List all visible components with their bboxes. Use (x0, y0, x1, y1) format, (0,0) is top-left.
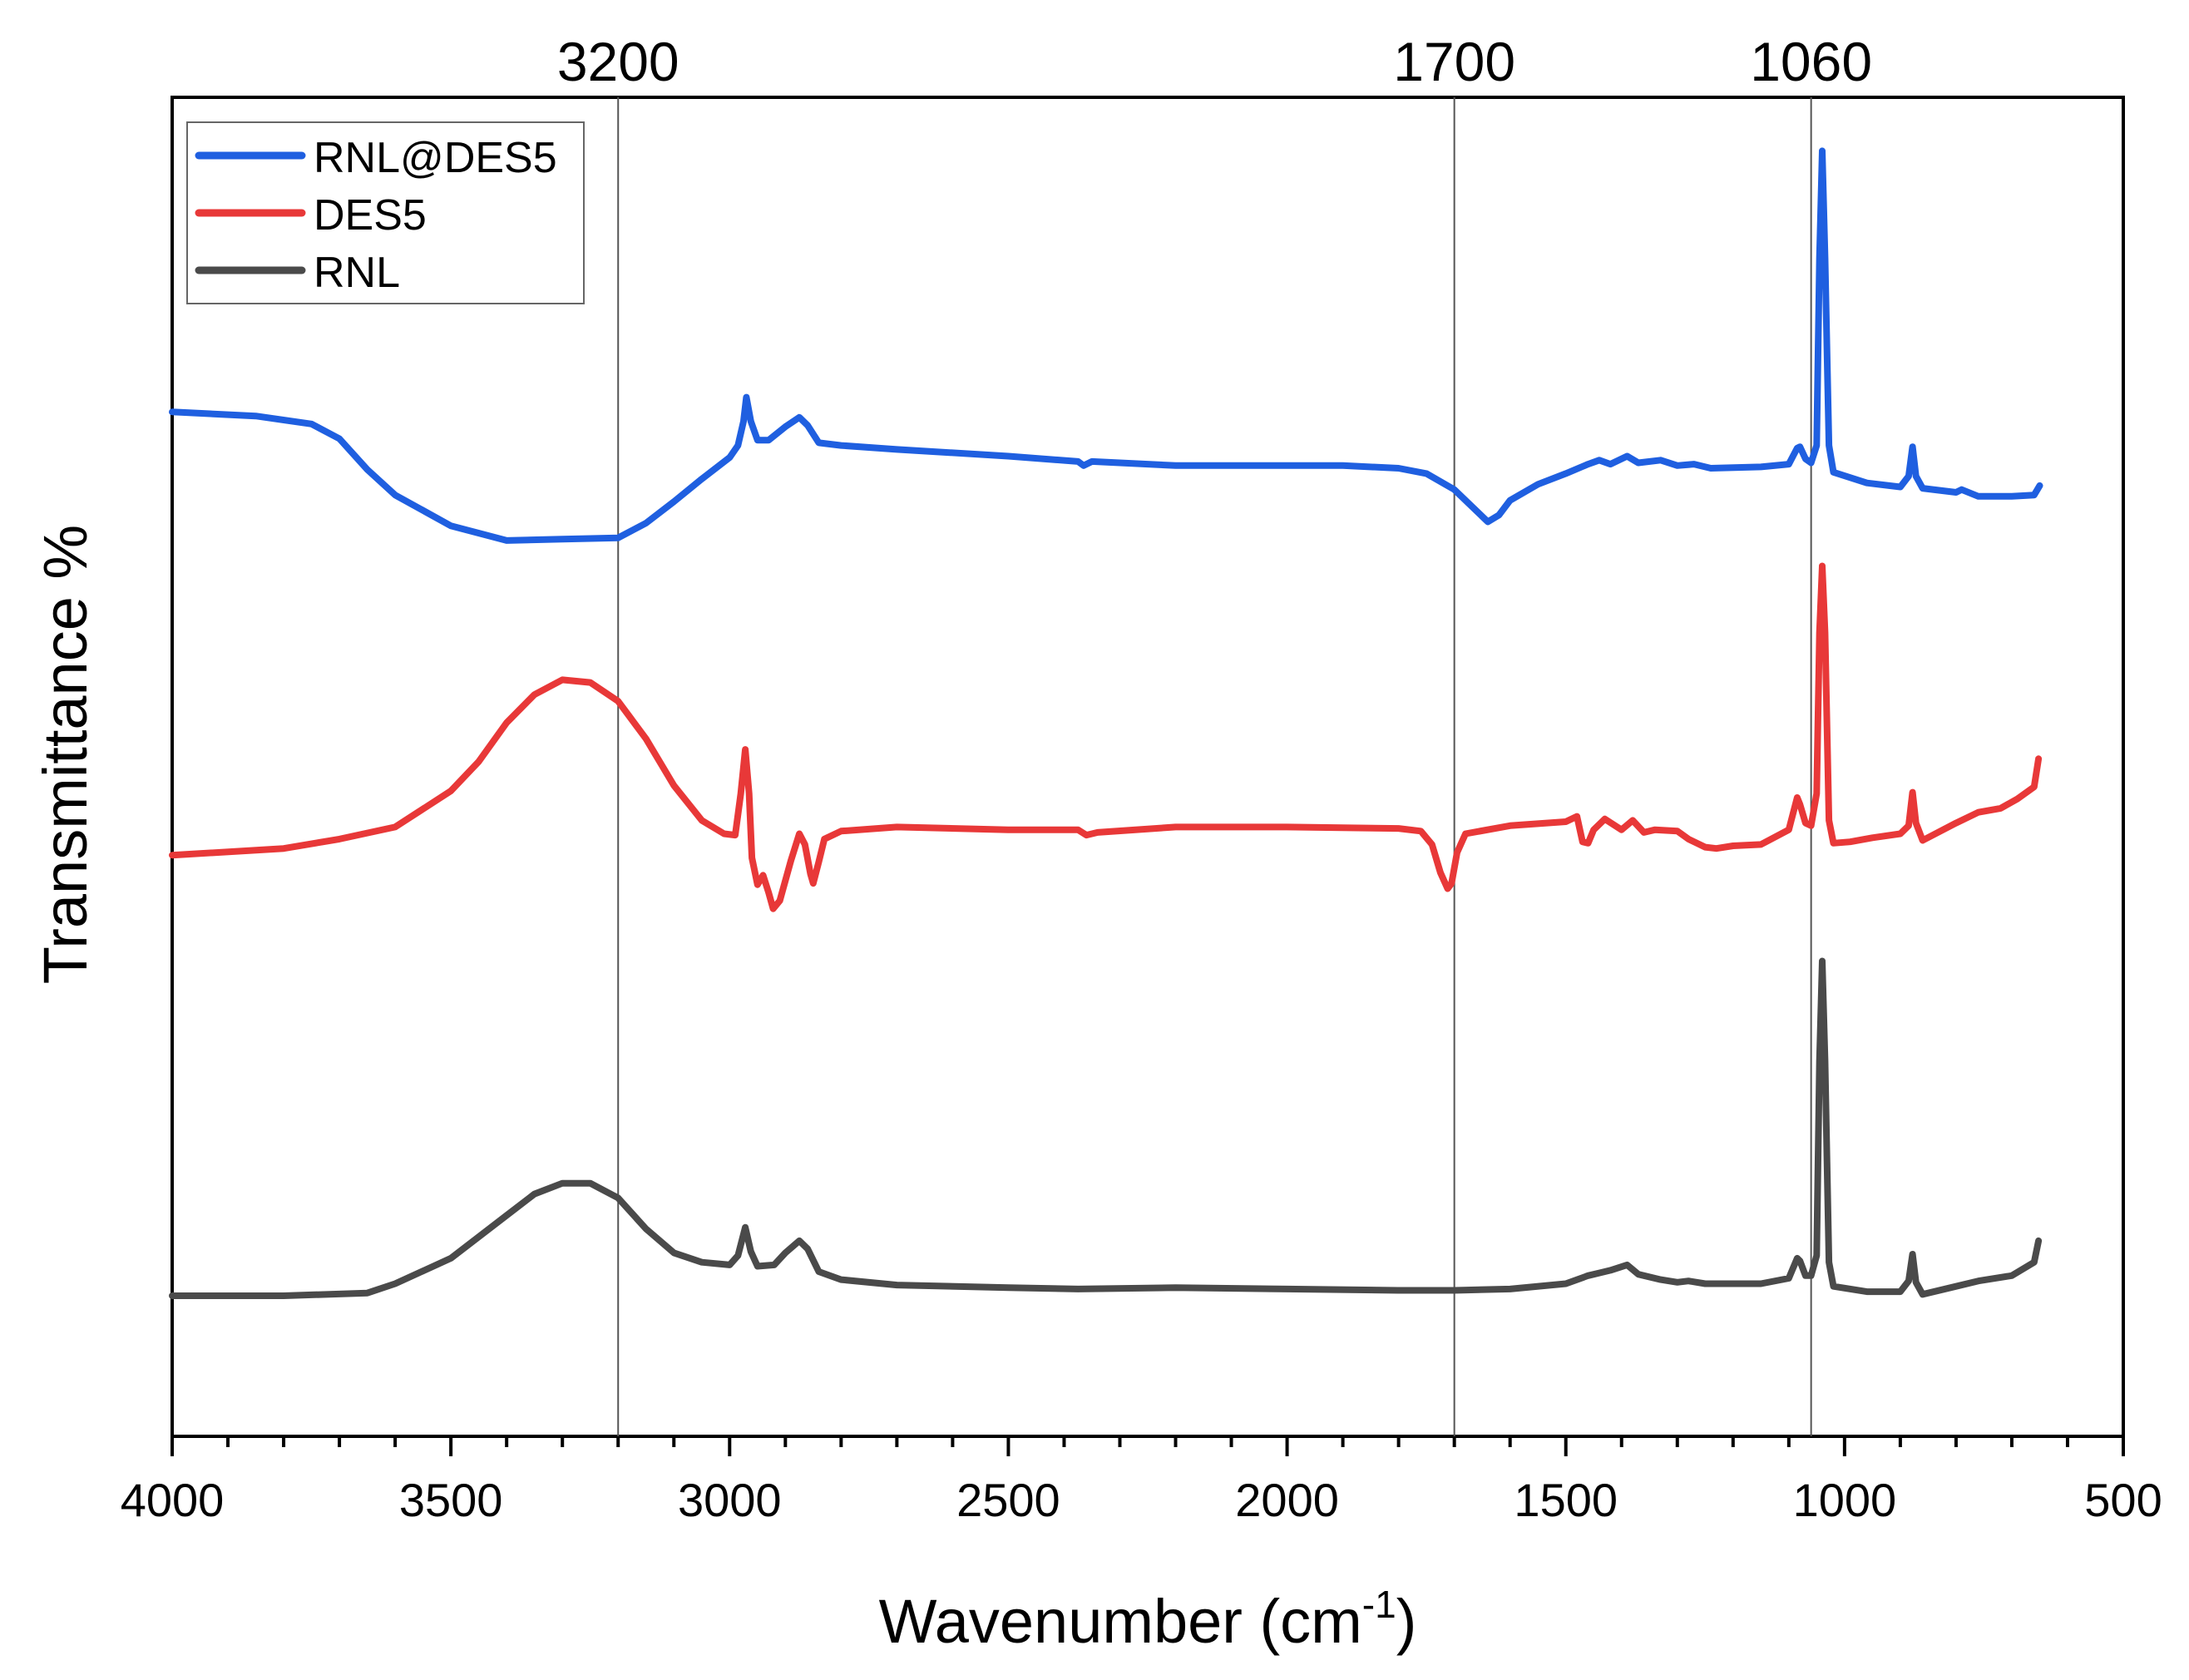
legend-label: RNL@DES5 (314, 134, 557, 182)
x-axis-label: Wavenumber (cm-1) (879, 1583, 1417, 1656)
x-axis: 4000 3500 3000 2500 2000 1500 1000 500 (121, 1436, 2162, 1526)
reference-label-1060: 1060 (1750, 31, 1872, 92)
x-tick-label: 1500 (1514, 1474, 1618, 1526)
x-tick-label: 2000 (1235, 1474, 1339, 1526)
x-tick-label: 3000 (678, 1474, 782, 1526)
x-tick-label: 4000 (121, 1474, 225, 1526)
x-tick-label: 500 (2084, 1474, 2162, 1526)
reference-lines: 3200 1700 1060 (557, 31, 1872, 1436)
reference-label-3200: 3200 (557, 31, 679, 92)
x-axis-label-main: Wavenumber (cm (879, 1587, 1362, 1656)
series-line-rnl (169, 957, 2043, 1299)
x-tick-label: 1000 (1793, 1474, 1897, 1526)
legend: RNL@DES5 DES5 RNL (186, 121, 585, 304)
x-axis-label-superscript: -1 (1362, 1583, 1396, 1626)
x-tick-label: 3500 (399, 1474, 503, 1526)
x-axis-label-tail: ) (1396, 1587, 1417, 1656)
x-tick-label: 2500 (956, 1474, 1060, 1526)
legend-label: DES5 (314, 191, 427, 240)
series-layer (169, 147, 2043, 1299)
y-axis-label: Transmittance % (31, 525, 100, 984)
plot-frame (170, 96, 2125, 1438)
legend-label: RNL (314, 249, 400, 297)
series-line-des5 (169, 562, 2043, 912)
series-line-rnl-des5 (169, 147, 2043, 544)
reference-label-1700: 1700 (1393, 31, 1515, 92)
